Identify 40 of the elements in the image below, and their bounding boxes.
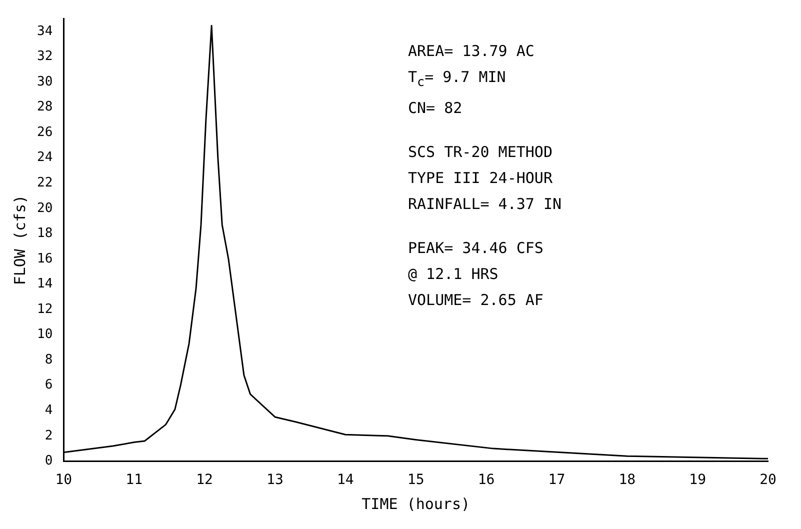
y-tick-label: 18: [36, 226, 53, 242]
x-tick-label: 15: [407, 472, 424, 488]
annotation: PEAK= 34.46 CFS: [408, 238, 544, 259]
x-axis-title: TIME (hours): [362, 494, 470, 513]
y-tick-label: 10: [36, 327, 53, 342]
annotation: @ 12.1 HRS: [408, 264, 500, 285]
y-tick-label: 28: [36, 100, 53, 115]
y-tick-label: 14: [36, 276, 53, 292]
y-tick-label: 6: [44, 378, 53, 393]
y-tick-label: 22: [36, 175, 53, 190]
y-tick-label: 2: [44, 428, 53, 444]
x-tick-label: 16: [478, 472, 495, 488]
x-tick-label: 10: [55, 472, 72, 488]
annotation: TYPE III 24-HOUR: [408, 168, 554, 189]
y-axis-title: FLOW (cfs): [10, 194, 29, 286]
annotation: AREA= 13.79 AC: [408, 41, 536, 62]
y-tick-label: 20: [36, 200, 53, 216]
y-tick-label: 16: [36, 251, 53, 266]
y-tick-label: 26: [36, 124, 53, 140]
annotation: SCS TR-20 METHOD: [408, 142, 554, 163]
annotation: T$_{c}$= 9.7 MIN: [408, 67, 507, 91]
y-tick-label: 8: [44, 352, 53, 368]
x-tick-label: 18: [618, 472, 636, 488]
x-tick-label: 13: [266, 472, 284, 488]
y-tick-label: 4: [44, 403, 53, 418]
x-tick-label: 20: [760, 472, 776, 488]
y-tick-label: 0: [44, 454, 53, 469]
x-tick-label: 17: [548, 472, 566, 488]
y-tick-label: 34: [36, 24, 53, 39]
y-tick-label: 30: [36, 74, 53, 90]
annotation: VOLUME= 2.65 AF: [408, 290, 544, 311]
y-tick-label: 24: [36, 150, 53, 166]
annotation: CN= 82: [408, 98, 464, 119]
x-tick-label: 11: [126, 472, 143, 488]
y-tick-label: 12: [36, 302, 53, 317]
x-tick-label: 19: [689, 472, 706, 488]
y-tick-label: 32: [36, 49, 53, 64]
annotation: RAINFALL= 4.37 IN: [408, 194, 562, 215]
x-tick-label: 14: [336, 472, 354, 488]
x-tick-label: 12: [196, 472, 213, 488]
